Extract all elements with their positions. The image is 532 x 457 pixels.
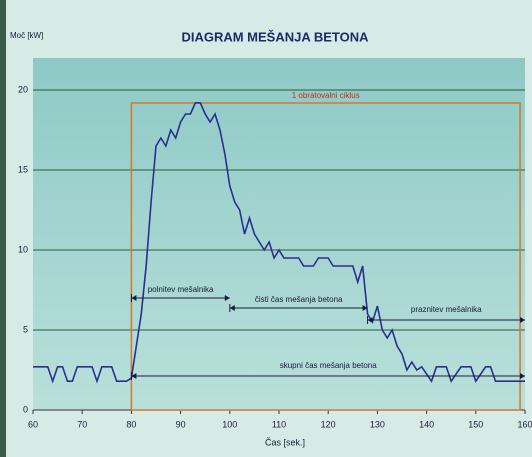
x-tick-label: 70 <box>77 419 87 429</box>
x-axis-label: Čas [sek.] <box>265 437 305 447</box>
x-tick-label: 140 <box>419 419 434 429</box>
chart-title: DIAGRAM MEŠANJA BETONA <box>181 29 369 44</box>
y-axis-label: Moč [kW] <box>10 31 43 40</box>
data-line <box>33 102 525 384</box>
x-tick-label: 150 <box>468 419 483 429</box>
x-tick-label: 100 <box>222 419 237 429</box>
y-tick-label: 0 <box>23 404 28 414</box>
cycle-box <box>130 102 521 411</box>
cycle-label: 1 obratovalni ciklus <box>292 91 360 100</box>
y-tick-label: 15 <box>18 164 28 174</box>
y-tick-label: 10 <box>18 244 28 254</box>
x-tick-label: 80 <box>126 419 136 429</box>
x-tick-label: 130 <box>370 419 385 429</box>
plot-area <box>33 58 525 410</box>
x-tick-label: 120 <box>321 419 336 429</box>
annotation-label: praznitev mešalnika <box>411 305 482 314</box>
left-edge <box>0 0 6 457</box>
x-tick-label: 110 <box>272 419 286 429</box>
y-tick-label: 5 <box>23 324 28 334</box>
x-tick-label: 160 <box>517 419 532 429</box>
annotation-label: skupni čas mešanja betona <box>280 361 378 370</box>
x-tick-label: 60 <box>28 419 38 429</box>
annotation-label: čisti čas mešanja betona <box>255 295 343 304</box>
x-tick-label: 90 <box>176 419 186 429</box>
annotation-label: polnitev mešalnika <box>148 285 214 294</box>
y-tick-label: 20 <box>18 84 28 94</box>
